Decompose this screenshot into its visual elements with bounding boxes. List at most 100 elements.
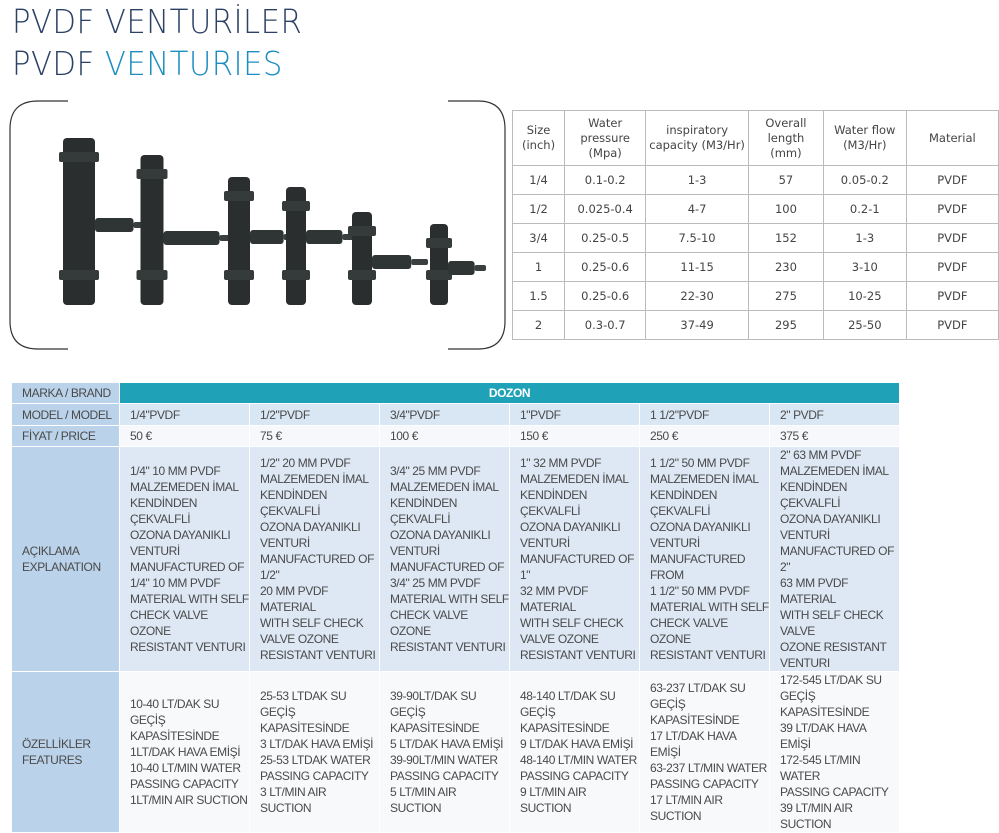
spec-row: 1/2 0.025-0.4 4-7 100 0.2-1 PVDF: [511, 194, 999, 224]
spec-cell: PVDF: [905, 281, 999, 311]
description-cell: 1/4" 10 MM PVDF MALZEMEDEN İMAL KENDİNDE…: [120, 447, 250, 672]
spec-row: 2 0.3-0.7 37-49 295 25-50 PVDF: [511, 310, 999, 340]
spec-cell: 1.5: [511, 281, 566, 311]
price-cell: 100 €: [380, 426, 510, 447]
spec-cell: 0.25-0.6: [564, 281, 647, 311]
description-cell: 2" 63 MM PVDF MALZEMEDEN İMAL KENDİNDEN …: [770, 447, 900, 672]
spec-cell: 4-7: [645, 194, 749, 224]
description-cell: 1" 32 MM PVDF MALZEMEDEN İMAL KENDİNDEN …: [510, 447, 640, 672]
model-cell: 1"PVDF: [510, 404, 640, 426]
venturi-shape: [426, 270, 452, 280]
venturi-shape: [426, 238, 452, 248]
description-cell: 3/4" 25 MM PVDF MALZEMEDEN İMAL KENDİNDE…: [380, 447, 510, 672]
features-cell: 172-545 LT/DAK SU GEÇİŞ KAPASİTESİNDE 39…: [770, 672, 900, 833]
venturi-shape: [411, 259, 428, 265]
page-title-en: PVDF VENTURIES: [12, 44, 283, 83]
spec-header: Material: [905, 110, 999, 166]
spec-cell: 1/4: [511, 165, 566, 195]
spec-cell: 295: [747, 310, 824, 340]
spec-cell: PVDF: [905, 223, 999, 253]
label-brand: MARKA / BRAND: [12, 383, 120, 404]
features-cell: 10-40 LT/DAK SU GEÇİŞ KAPASİTESİNDE 1LT/…: [120, 672, 250, 833]
spec-cell: 1/2: [511, 194, 566, 224]
venturi-shape: [372, 255, 412, 269]
venturi-shape: [95, 218, 134, 232]
page-title-tr: PVDF VENTURİLER: [12, 2, 303, 41]
spec-cell: 3-10: [822, 252, 907, 282]
venturi-shape: [224, 191, 254, 201]
venturi-shape: [448, 261, 475, 275]
venturi-product-photo: [9, 100, 506, 350]
features-cell: 25-53 LTDAK SU GEÇİŞ KAPASİTESİNDE 3 LT/…: [250, 672, 380, 833]
spec-cell: 1: [511, 252, 566, 282]
spec-cell: 0.25-0.5: [564, 223, 647, 253]
spec-cell: PVDF: [905, 252, 999, 282]
model-cell: 1/2"PVDF: [250, 404, 380, 426]
label-price: FİYAT / PRICE: [12, 426, 120, 447]
spec-cell: 7.5-10: [645, 223, 749, 253]
spec-cell: 0.2-1: [822, 194, 907, 224]
spec-row: 1/4 0.1-0.2 1-3 57 0.05-0.2 PVDF: [511, 165, 999, 195]
venturi-shape: [136, 270, 168, 280]
features-cell: 39-90LT/DAK SU GEÇİŞ KAPASİTESİNDE 5 LT/…: [380, 672, 510, 833]
spec-cell: 0.3-0.7: [564, 310, 647, 340]
spec-cell: 1-3: [645, 165, 749, 195]
spec-cell: 10-25: [822, 281, 907, 311]
spec-header: inspiratory capacity (M3/Hr): [645, 110, 749, 166]
spec-cell: 0.25-0.6: [564, 252, 647, 282]
venturi-shape: [282, 201, 310, 211]
spec-cell: 2: [511, 310, 566, 340]
price-cell: 150 €: [510, 426, 640, 447]
spec-cell: 1-3: [822, 223, 907, 253]
spec-cell: 100: [747, 194, 824, 224]
spec-cell: 0.025-0.4: [564, 194, 647, 224]
model-cell: 2" PVDF: [770, 404, 900, 426]
model-cell: 1 1/2"PVDF: [640, 404, 770, 426]
venturi-shape: [474, 265, 486, 271]
spec-header: Size (inch): [511, 110, 566, 166]
spec-cell: PVDF: [905, 310, 999, 340]
venturi-shape: [306, 230, 343, 244]
spec-cell: 57: [747, 165, 824, 195]
spec-cell: 37-49: [645, 310, 749, 340]
spec-cell: PVDF: [905, 165, 999, 195]
description-cell: 1 1/2" 50 MM PVDF MALZEMEDEN İMAL KENDİN…: [640, 447, 770, 672]
venturi-shape: [140, 155, 164, 305]
model-cell: 1/4"PVDF: [120, 404, 250, 426]
venturi-shape: [163, 231, 220, 245]
venturi-shape: [352, 212, 372, 305]
venturi-shape: [250, 230, 284, 244]
spec-header: Water pressure (Mpa): [564, 110, 647, 166]
features-cell: 63-237 LT/DAK SU GEÇİŞ KAPASİTESİNDE 17 …: [640, 672, 770, 833]
venturi-shape: [224, 270, 254, 280]
spec-cell: 25-50: [822, 310, 907, 340]
venturi-shape: [63, 138, 95, 305]
spec-cell: 22-30: [645, 281, 749, 311]
title-accent: VENTURIES: [104, 44, 283, 83]
model-cell: 3/4"PVDF: [380, 404, 510, 426]
title-prefix: PVDF: [12, 44, 95, 83]
price-cell: 50 €: [120, 426, 250, 447]
spec-cell: PVDF: [905, 194, 999, 224]
spec-row: 1 0.25-0.6 11-15 230 3-10 PVDF: [511, 252, 999, 282]
price-cell: 250 €: [640, 426, 770, 447]
spec-cell: 3/4: [511, 223, 566, 253]
label-model: MODEL / MODEL: [12, 404, 120, 426]
description-cell: 1/2" 20 MM PVDF MALZEMEDEN İMAL KENDİNDE…: [250, 447, 380, 672]
venturi-shape: [282, 270, 310, 280]
label-description: AÇIKLAMA EXPLANATION: [12, 447, 120, 672]
venturi-shape: [59, 152, 99, 162]
brand-name: DOZON: [120, 383, 900, 404]
spec-cell: 0.1-0.2: [564, 165, 647, 195]
venturi-shape: [136, 169, 168, 179]
venturi-shape: [348, 226, 376, 236]
price-cell: 375 €: [770, 426, 900, 447]
spec-row: 1.5 0.25-0.6 22-30 275 10-25 PVDF: [511, 281, 999, 311]
brand-table: MARKA / BRAND DOZON MODEL / MODEL 1/4"PVDF…: [12, 383, 900, 833]
spec-cell: 152: [747, 223, 824, 253]
spec-cell: 0.05-0.2: [822, 165, 907, 195]
venturi-shape: [59, 270, 99, 280]
spec-row: 3/4 0.25-0.5 7.5-10 152 1-3 PVDF: [511, 223, 999, 253]
spec-header: Overall length (mm): [747, 110, 824, 166]
spec-header: Water flow (M3/Hr): [822, 110, 907, 166]
